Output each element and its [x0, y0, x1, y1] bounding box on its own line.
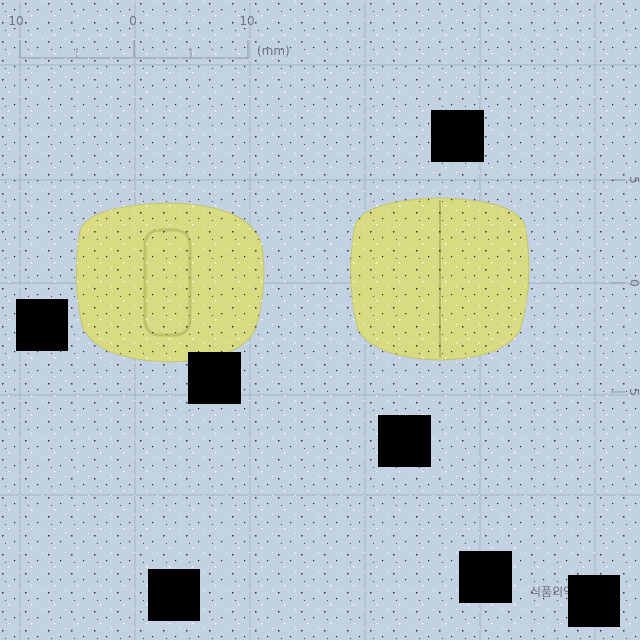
occlusions [16, 110, 620, 627]
watermark: 식품의약 [530, 584, 574, 599]
